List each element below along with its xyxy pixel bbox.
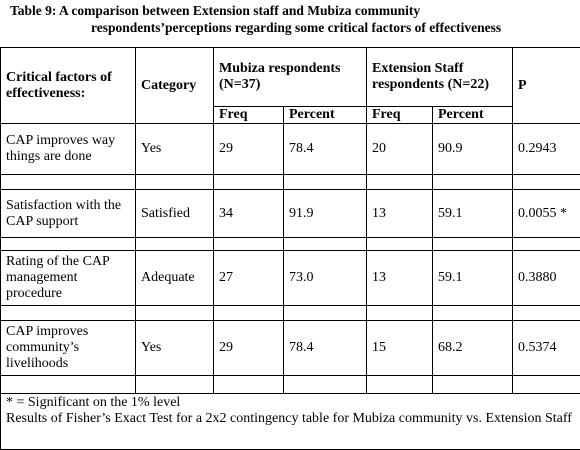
empty-cell bbox=[1, 306, 136, 321]
subheader-cell: Percent bbox=[284, 107, 367, 124]
empty-cell bbox=[136, 306, 214, 321]
header-row: Critical factors of effectiveness: Categ… bbox=[1, 48, 580, 107]
empty-cell bbox=[367, 376, 433, 394]
data-cell: 78.4 bbox=[284, 124, 367, 175]
spacer-row bbox=[1, 376, 580, 394]
data-cell: 68.2 bbox=[433, 321, 513, 376]
data-cell: 78.4 bbox=[284, 321, 367, 376]
data-cell: 59.1 bbox=[433, 251, 513, 306]
empty-cell bbox=[214, 238, 284, 251]
data-cell: CAP improves way things are done bbox=[1, 124, 136, 175]
subheader-cell: Percent bbox=[433, 107, 513, 124]
data-cell: Yes bbox=[136, 124, 214, 175]
data-cell: Yes bbox=[136, 321, 214, 376]
data-cell: 29 bbox=[214, 321, 284, 376]
results-table: Critical factors of effectiveness: Categ… bbox=[0, 47, 580, 450]
header-cell: Category bbox=[136, 48, 214, 124]
data-cell: 0.3880 bbox=[513, 251, 580, 306]
empty-cell bbox=[513, 306, 580, 321]
empty-cell bbox=[1, 238, 136, 251]
data-cell: Adequate bbox=[136, 251, 214, 306]
empty-cell bbox=[513, 175, 580, 190]
table-title: Table 9: A comparison between Extension … bbox=[0, 0, 580, 47]
footnote: * = Significant on the 1% level bbox=[6, 395, 575, 411]
empty-cell bbox=[433, 376, 513, 394]
data-cell: Satisfaction with the CAP support bbox=[1, 190, 136, 238]
data-cell: CAP improves community’s livelihoods bbox=[1, 321, 136, 376]
empty-cell bbox=[284, 306, 367, 321]
empty-cell bbox=[214, 306, 284, 321]
data-cell: 0.2943 bbox=[513, 124, 580, 175]
empty-cell bbox=[136, 376, 214, 394]
header-cell: Extension Staff respondents (N=22) bbox=[367, 48, 513, 107]
data-cell: Rating of the CAP management procedure bbox=[1, 251, 136, 306]
title-line: Table 9: A comparison between Extension … bbox=[10, 2, 580, 19]
empty-cell bbox=[1, 376, 136, 394]
spacer-row bbox=[1, 175, 580, 190]
empty-cell bbox=[284, 376, 367, 394]
empty-cell bbox=[214, 376, 284, 394]
spacer-row bbox=[1, 238, 580, 251]
data-cell: 73.0 bbox=[284, 251, 367, 306]
empty-cell bbox=[1, 175, 136, 190]
empty-cell bbox=[367, 306, 433, 321]
subheader-cell: Freq bbox=[214, 107, 284, 124]
empty-cell bbox=[214, 175, 284, 190]
data-cell: 91.9 bbox=[284, 190, 367, 238]
table-body: Critical factors of effectiveness: Categ… bbox=[1, 48, 580, 450]
header-cell: Mubiza respondents (N=37) bbox=[214, 48, 367, 107]
data-cell: Satisfied bbox=[136, 190, 214, 238]
data-cell: 0.5374 bbox=[513, 321, 580, 376]
data-cell: 0.0055 * bbox=[513, 190, 580, 238]
empty-cell bbox=[513, 376, 580, 394]
header-cell: P bbox=[513, 48, 580, 124]
subheader-cell: Freq bbox=[367, 107, 433, 124]
empty-cell bbox=[284, 238, 367, 251]
data-cell: 13 bbox=[367, 251, 433, 306]
spacer-row bbox=[1, 306, 580, 321]
data-cell: 15 bbox=[367, 321, 433, 376]
empty-cell bbox=[433, 306, 513, 321]
empty-cell bbox=[433, 238, 513, 251]
data-cell: 27 bbox=[214, 251, 284, 306]
empty-cell bbox=[136, 175, 214, 190]
empty-cell bbox=[284, 175, 367, 190]
empty-cell bbox=[367, 175, 433, 190]
empty-cell bbox=[433, 175, 513, 190]
data-cell: 29 bbox=[214, 124, 284, 175]
data-cell: 20 bbox=[367, 124, 433, 175]
data-cell: 90.9 bbox=[433, 124, 513, 175]
footnote: Results of Fisher’s Exact Test for a 2x2… bbox=[6, 411, 575, 427]
empty-cell bbox=[367, 238, 433, 251]
data-cell: 13 bbox=[367, 190, 433, 238]
data-cell: 34 bbox=[214, 190, 284, 238]
empty-cell bbox=[136, 238, 214, 251]
header-cell: Critical factors of effectiveness: bbox=[1, 48, 136, 124]
title-line: respondents’perceptions regarding some c… bbox=[10, 19, 580, 36]
empty-cell bbox=[513, 238, 580, 251]
data-cell: 59.1 bbox=[433, 190, 513, 238]
